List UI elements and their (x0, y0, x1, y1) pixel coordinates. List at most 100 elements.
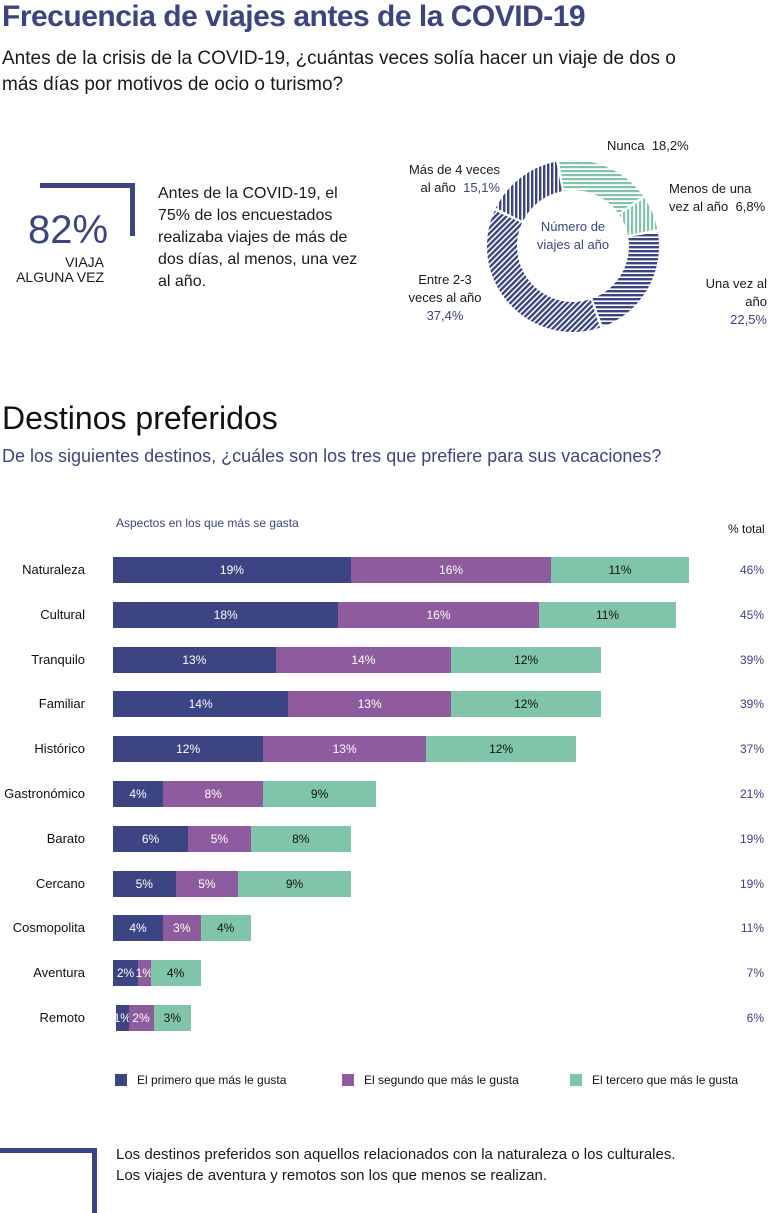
donut-slice-menos-de-una-vez-al-a-o (619, 198, 658, 236)
bar-segment-3: 11% (538, 601, 677, 628)
donut-label-nunca: Nunca 18,2% (607, 137, 689, 155)
legend-item-primero: El primero que más le gusta (115, 1073, 286, 1087)
donut-label-mas-line2: al año (420, 180, 456, 195)
bar-segment-3: 3% (153, 1005, 192, 1031)
donut-label-entre-line1: Entre 2-3 (418, 272, 472, 287)
donut-label-una-vez-text: Una vez al año (705, 276, 767, 309)
bar-segment-3: 12% (451, 646, 602, 673)
total-value: 39% (739, 652, 764, 667)
legend-label-segundo: El segundo que más le gusta (364, 1073, 519, 1087)
donut-slice-una-vez-al-a-o (592, 232, 659, 327)
total-value: 11% (740, 921, 764, 936)
bar-segment-1: 12% (113, 736, 264, 763)
bar-segment-3: 4% (150, 960, 201, 987)
category-label: Cercano (35, 875, 85, 891)
donut-label-una-vez: Una vez al año 22,5% (681, 275, 767, 329)
total-value: 21% (739, 787, 764, 801)
category-label: Naturaleza (22, 562, 85, 577)
donut-slice-m-s-de-4-veces-al-a-o (495, 161, 563, 222)
bar-segment-3: 11% (551, 557, 689, 583)
bar-segment-2: 5% (188, 825, 251, 852)
main-question: Antes de la crisis de la COVID-19, ¿cuán… (2, 48, 676, 95)
donut-label-menos-line1: Menos de una (669, 181, 752, 196)
total-value: 19% (739, 876, 764, 891)
donut-label-mas-line1: Más de 4 veces (408, 162, 500, 177)
legend-item-tercero: El tercero que más le gusta (570, 1073, 738, 1087)
bar-segment-3: 9% (238, 870, 351, 897)
stat-bracket-decoration (40, 183, 135, 236)
donut-label-entre-line2: veces al año (408, 290, 482, 305)
bar-segment-2: 1% (136, 960, 153, 987)
bar-segment-3: 8% (250, 825, 351, 852)
category-label: Barato (46, 830, 85, 846)
footer-text-line2: Los viajes de aventura y remotos son los… (116, 1167, 548, 1184)
total-value: 6% (746, 1011, 764, 1025)
bar-segment-3: 4% (200, 915, 251, 942)
donut-slice-entre-2-3-veces-al-a-o (487, 210, 601, 332)
bar-segment-1: 14% (113, 691, 289, 718)
legend-label-tercero: El tercero que más le gusta (592, 1073, 739, 1087)
bar-segment-1: 13% (113, 646, 276, 673)
total-value: 19% (739, 831, 764, 846)
bar-segment-1: 4% (113, 915, 164, 942)
footer-text: Los destinos preferidos son aquellos rel… (116, 1144, 766, 1186)
donut-label-mas: Más de 4 veces al año 15,1% (404, 161, 500, 197)
total-value: 45% (739, 607, 764, 622)
bar-segment-1: 1% (114, 1005, 131, 1031)
bar-segment-3: 9% (263, 781, 376, 807)
donut-label-entre: Entre 2-3 veces al año 37,4% (400, 271, 490, 325)
section-question: De los siguientes destinos, ¿cuáles son … (2, 446, 662, 466)
footer-text-line1: Los destinos preferidos son aquellos rel… (116, 1146, 676, 1163)
bar-segment-3: 12% (451, 691, 602, 718)
category-label: Aventura (33, 965, 85, 981)
category-label: Familiar (38, 696, 85, 712)
bar-chart-subtitle: Aspectos en los que más se gasta (116, 516, 299, 530)
bar-segment-2: 8% (163, 781, 264, 807)
category-label: Histórico (34, 741, 85, 757)
bar-segment-1: 2% (113, 960, 139, 987)
bar-segment-1: 4% (113, 781, 164, 807)
total-value: 7% (746, 966, 764, 981)
bar-segment-1: 5% (113, 870, 176, 897)
donut-chart (487, 160, 659, 332)
total-value: 37% (739, 742, 764, 757)
main-title: Frecuencia de viajes antes de la COVID-1… (2, 0, 586, 33)
bar-segment-3: 12% (426, 736, 577, 763)
legend-swatch-primero (115, 1074, 127, 1086)
legend-label-primero: El primero que más le gusta (137, 1073, 287, 1087)
category-label: Tranquilo (31, 651, 85, 667)
bar-segment-1: 18% (113, 601, 339, 628)
stat-text: Antes de la COVID-19, el 75% de los encu… (158, 185, 358, 290)
donut-label-mas-value: 15,1% (463, 180, 500, 195)
bar-segment-1: 19% (113, 557, 351, 583)
donut-slice-nunca (559, 160, 643, 214)
section-title: Destinos preferidos (2, 400, 278, 436)
stat-caption-line1: VIAJA (65, 254, 104, 270)
legend-swatch-segundo (342, 1074, 354, 1086)
category-label: Cosmopolita (12, 920, 85, 936)
bar-segment-2: 5% (175, 870, 239, 897)
category-label: Remoto (39, 1010, 85, 1025)
bar-segment-2: 16% (350, 557, 552, 583)
category-label: Cultural (40, 606, 85, 622)
total-value: 46% (739, 563, 764, 577)
bar-segment-2: 14% (275, 646, 452, 673)
stat-caption: VIAJA ALGUNA VEZ (10, 255, 104, 285)
bar-segment-2: 13% (263, 736, 426, 763)
donut-label-menos-value: 6,8% (735, 199, 766, 214)
bar-segment-2: 13% (288, 691, 452, 718)
stat-caption-line2: ALGUNA VEZ (16, 269, 104, 285)
bar-segment-2: 16% (338, 601, 539, 628)
legend-item-segundo: El segundo que más le gusta (342, 1073, 519, 1087)
footer-bracket-decoration (0, 1148, 97, 1213)
category-label: Gastronómico (4, 786, 85, 801)
donut-center-label: Número de viajes al año (536, 219, 610, 252)
legend-swatch-tercero (570, 1074, 582, 1086)
bar-segment-1: 6% (113, 825, 189, 852)
bar-segment-2: 2% (128, 1005, 154, 1031)
donut-label-menos: Menos de una vez al año 6,8% (669, 180, 765, 216)
donut-label-nunca-value: 18,2% (651, 138, 689, 153)
bar-segment-2: 3% (163, 915, 201, 942)
stat-value: 82% (28, 208, 109, 252)
donut-label-entre-value: 37,4% (426, 308, 464, 323)
